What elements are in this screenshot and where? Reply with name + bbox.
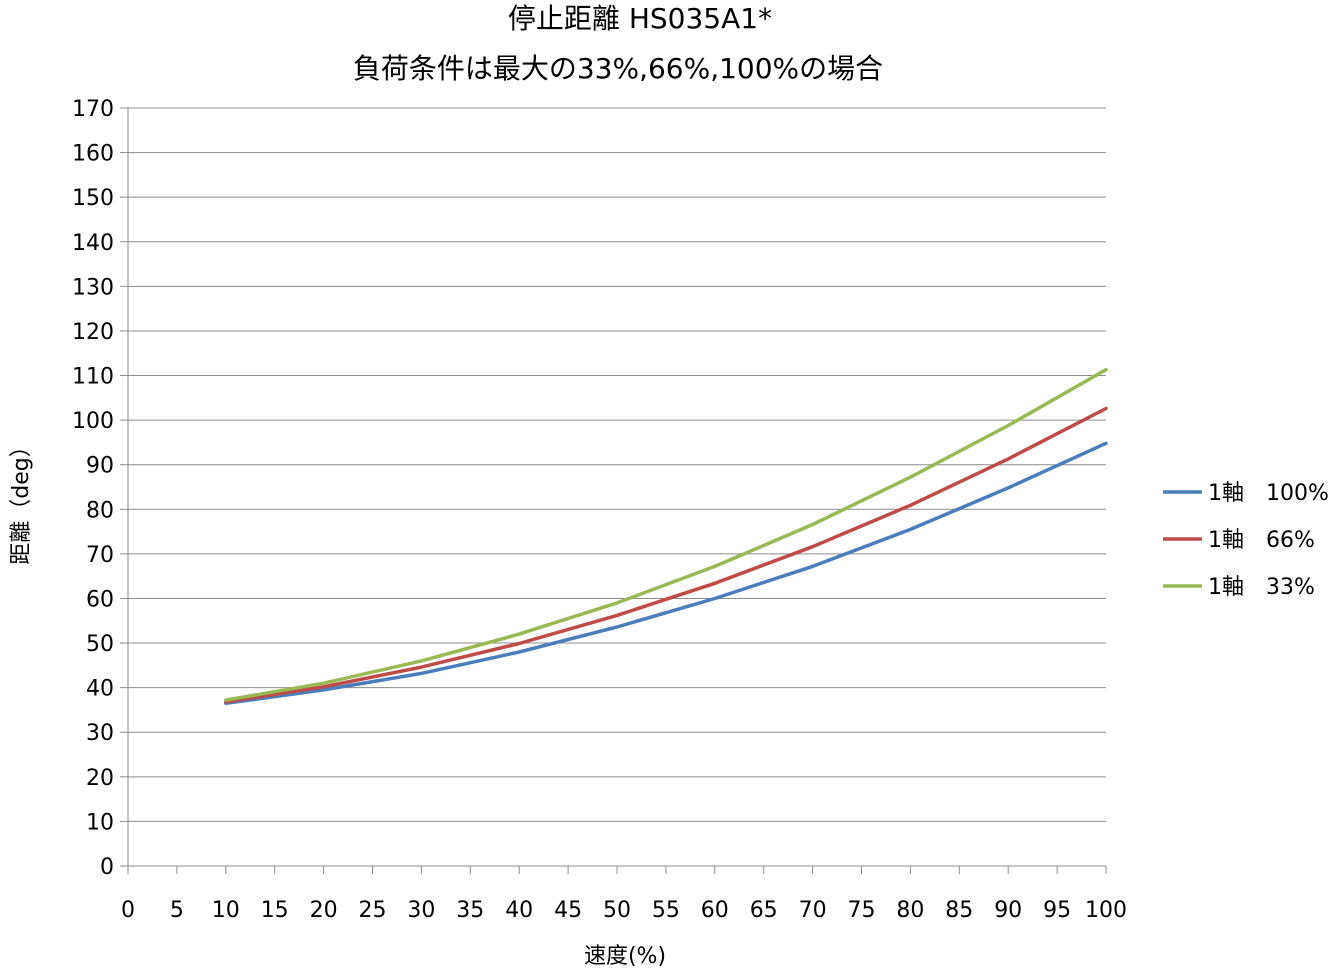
y-tick-label: 160 [72, 142, 114, 167]
x-tick-label: 15 [261, 898, 289, 923]
x-tick-label: 65 [750, 898, 778, 923]
x-axis-ticks: 0 5 10 15 20 25 30 35 40 45 50 55 60 65 70 75 80 85 90 95 10… [121, 866, 1127, 923]
series-lines [224, 367, 1108, 706]
series-line-3 [224, 367, 1108, 702]
y-tick-label: 150 [72, 186, 114, 211]
y-axis-ticks: 0 10 20 30 40 50 60 70 80 90 100 110 120 130 140 150 160… [72, 97, 128, 880]
x-tick-label: 35 [456, 898, 484, 923]
x-tick-label: 5 [170, 898, 184, 923]
x-tick-label: 30 [407, 898, 435, 923]
x-tick-label: 75 [848, 898, 876, 923]
chart-title: 停止距離 HS035A1* [508, 2, 772, 35]
y-tick-label: 140 [72, 231, 114, 256]
y-tick-label: 100 [72, 409, 114, 434]
x-tick-label: 80 [896, 898, 924, 923]
x-tick-label: 50 [603, 898, 631, 923]
y-tick-label: 10 [86, 810, 114, 835]
y-tick-label: 20 [86, 766, 114, 791]
series-line-1 [224, 441, 1108, 706]
x-tick-label: 90 [994, 898, 1022, 923]
x-tick-label: 60 [701, 898, 729, 923]
x-tick-label: 40 [505, 898, 533, 923]
y-tick-label: 60 [86, 587, 114, 612]
x-tick-label: 70 [799, 898, 827, 923]
series-line-2 [224, 406, 1108, 704]
y-tick-label: 80 [86, 498, 114, 523]
x-tick-label: 85 [945, 898, 973, 923]
chart-subtitle: 負荷条件は最大の33%,66%,100%の場合 [353, 52, 883, 85]
y-tick-label: 50 [86, 632, 114, 657]
gridlines [128, 107, 1106, 822]
x-tick-label: 25 [359, 898, 387, 923]
legend-entry: 1軸 33% [1208, 575, 1315, 600]
y-axis-label: 距離（deg） [9, 435, 34, 564]
x-axis-label: 速度(%) [584, 944, 666, 969]
y-tick-label: 120 [72, 320, 114, 345]
y-tick-label: 0 [100, 855, 114, 880]
x-tick-label: 55 [652, 898, 680, 923]
y-tick-label: 110 [72, 365, 114, 390]
x-tick-label: 45 [554, 898, 582, 923]
y-tick-label: 40 [86, 677, 114, 702]
axes [127, 108, 1106, 867]
x-tick-label: 20 [310, 898, 338, 923]
x-tick-label: 10 [212, 898, 240, 923]
y-tick-label: 130 [72, 275, 114, 300]
y-tick-label: 30 [86, 721, 114, 746]
x-tick-label: 95 [1043, 898, 1071, 923]
legend: 1軸 100% 1軸 66% 1軸 33% [1163, 481, 1329, 600]
legend-entry: 1軸 66% [1208, 528, 1315, 553]
y-tick-label: 90 [86, 454, 114, 479]
y-tick-label: 170 [72, 97, 114, 122]
y-tick-label: 70 [86, 543, 114, 568]
x-tick-label: 0 [121, 898, 135, 923]
legend-entry: 1軸 100% [1208, 481, 1329, 506]
x-tick-label: 100 [1085, 898, 1127, 923]
